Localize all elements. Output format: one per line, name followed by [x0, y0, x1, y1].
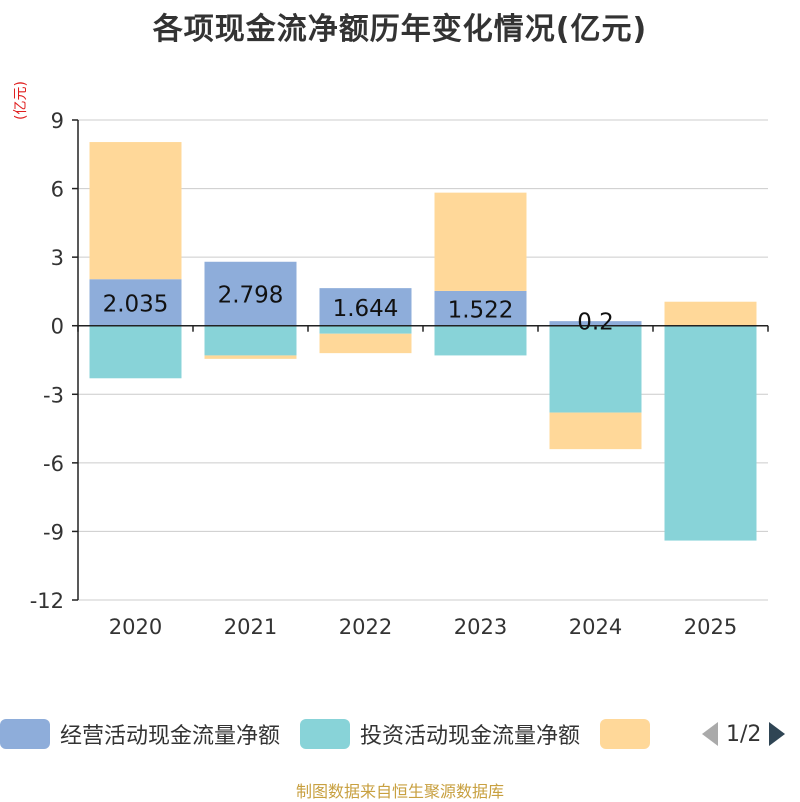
legend-label-operating: 经营活动现金流量净额	[60, 724, 281, 749]
chart-title: 各项现金流净额历年变化情况(亿元)	[152, 12, 648, 47]
y-tick-label: 0	[51, 315, 64, 339]
y-tick-label: 9	[51, 109, 64, 133]
bar-operating	[319, 288, 412, 326]
bar-investing	[204, 325, 297, 356]
legend-swatch-operating	[0, 719, 50, 749]
y-tick-label: 6	[51, 178, 64, 202]
bar-investing	[319, 325, 412, 334]
x-tick-label: 2023	[454, 615, 507, 639]
x-tick-label: 2020	[109, 615, 162, 639]
x-tick-label: 2021	[224, 615, 277, 639]
legend-swatch-financing	[600, 719, 651, 749]
data-label: 0.2	[577, 310, 614, 336]
bar-operating	[549, 321, 642, 326]
bar-investing	[664, 325, 757, 541]
bar-financing	[89, 142, 182, 280]
chart-canvas: 9 6 3 0 -3 -6 -9 -12 2.035 2020 2.798 2021 1.644 2022…	[30, 109, 769, 639]
y-tick-label: -6	[43, 452, 64, 476]
legend-next-icon[interactable]	[767, 720, 787, 748]
bar-investing	[434, 325, 527, 356]
legend-label-investing: 投资活动现金流量净额	[360, 724, 581, 749]
y-tick-label: -3	[43, 383, 64, 407]
y-tick-label: 3	[51, 246, 64, 270]
bar-operating	[204, 261, 297, 326]
x-tick-label: 2022	[339, 615, 392, 639]
bar-financing	[434, 192, 527, 291]
y-tick-label: -9	[43, 520, 64, 544]
x-tick-label: 2024	[569, 615, 622, 639]
bar-operating	[434, 290, 527, 326]
bar-financing	[204, 355, 297, 359]
bar-financing	[549, 412, 642, 450]
legend-item-investing[interactable]: 投资活动现金流量净额	[300, 718, 580, 750]
y-tick-label: -12	[30, 589, 64, 613]
bar-financing	[319, 333, 412, 354]
data-label: 1.644	[333, 296, 399, 322]
legend: 经营活动现金流量净额 投资活动现金流量净额	[0, 716, 800, 752]
bar-operating	[89, 279, 182, 326]
bar-investing	[89, 325, 182, 379]
data-label: 1.522	[448, 297, 514, 323]
data-label: 2.035	[103, 291, 169, 317]
legend-page-indicator: 1/2	[726, 721, 762, 747]
bar-investing	[549, 325, 642, 413]
data-label: 2.798	[218, 283, 284, 309]
legend-prev-icon[interactable]	[700, 720, 720, 748]
legend-item-financing[interactable]	[600, 719, 660, 749]
footer-source-note: 制图数据来自恒生聚源数据库	[295, 782, 504, 801]
x-tick-label: 2025	[684, 615, 737, 639]
legend-pager: 1/2	[700, 716, 787, 752]
legend-swatch-investing	[300, 719, 351, 749]
legend-item-operating[interactable]: 经营活动现金流量净额	[0, 718, 280, 750]
bar-financing	[664, 301, 757, 326]
